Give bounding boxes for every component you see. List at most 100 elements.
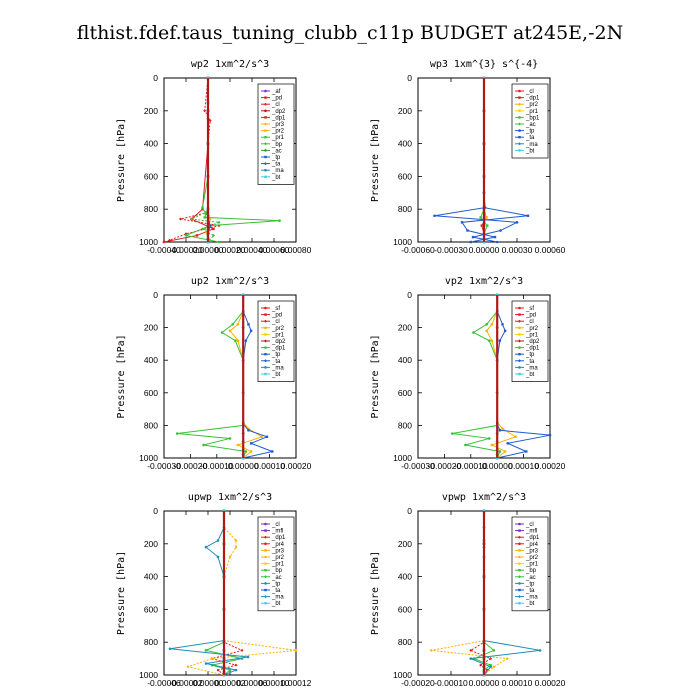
- x-tick-label: 0.00006: [237, 678, 268, 688]
- series-point-tp: [495, 240, 499, 244]
- legend-marker: [264, 155, 267, 159]
- series-point-tp: [469, 657, 473, 660]
- legend-label: _pr3: [525, 548, 539, 554]
- legend-marker: [264, 582, 267, 585]
- series-point-bp1: [479, 216, 482, 219]
- series-point-tp: [503, 329, 507, 333]
- legend-marker: [518, 353, 521, 356]
- series-point-bp: [204, 649, 208, 652]
- panel-5: upwp 1xm^2/s^3 Pressure [hPa] 0 200 400 600 80…: [116, 492, 312, 688]
- legend-marker: [518, 562, 521, 565]
- legend-marker: [264, 136, 267, 139]
- x-tick-label: 0.00020: [535, 461, 566, 471]
- series-line-tp: [169, 511, 249, 676]
- y-tick-label: 1000: [393, 237, 412, 247]
- legend-marker: [518, 319, 521, 323]
- legend-marker: [264, 102, 267, 106]
- legend-marker: [264, 122, 267, 126]
- series-point-bp: [212, 233, 215, 237]
- series-point-pd: [212, 227, 215, 231]
- legend-label: _pr2: [271, 129, 285, 135]
- series-point-pr2: [260, 435, 263, 439]
- x-tick-label: 0.00040: [237, 245, 268, 255]
- panel-title: up2 1xm^2/s^3: [191, 276, 269, 287]
- legend-marker: [264, 306, 267, 310]
- legend-marker: [264, 601, 267, 605]
- series-point-dp1: [464, 443, 467, 447]
- y-tick-label: 200: [144, 539, 158, 549]
- legend-label: _dp1: [271, 535, 286, 541]
- series-point-tp: [471, 235, 475, 239]
- x-tick-label: -0.00020: [174, 461, 208, 471]
- series-point-pr2: [490, 443, 494, 447]
- y-tick-label: 200: [144, 106, 158, 116]
- y-tick-label: 800: [398, 420, 412, 430]
- y-tick-label: 400: [144, 139, 158, 149]
- series-point-bp: [240, 657, 244, 660]
- legend-marker: [518, 535, 521, 539]
- legend-label: _ta: [525, 135, 535, 141]
- series-point-dp1: [175, 432, 179, 435]
- plot-frame: [163, 294, 297, 459]
- x-tick-label: -0.00060: [401, 245, 435, 255]
- series-point-pr2: [236, 323, 240, 326]
- panel-title: vp2 1xm^2/s^3: [445, 276, 523, 287]
- series-point-dp1: [479, 663, 483, 667]
- series-point-bp: [217, 220, 221, 224]
- legend-marker: [264, 162, 267, 166]
- legend-marker: [518, 582, 521, 585]
- series-point-tp: [271, 450, 274, 453]
- legend-label: _ta: [271, 588, 281, 594]
- legend-label: _ma: [525, 595, 538, 601]
- legend-label: _pr4: [525, 542, 539, 548]
- legend-marker: [264, 326, 267, 330]
- legend-label: _ta: [525, 359, 535, 365]
- x-tick-label: 0.00020: [281, 461, 312, 471]
- legend-marker: [518, 306, 521, 310]
- x-tick-label: -0.00030: [147, 461, 181, 471]
- legend-marker: [518, 102, 521, 106]
- y-tick-label: 800: [144, 637, 158, 647]
- legend-marker: [518, 359, 521, 363]
- y-tick-label: 600: [144, 171, 158, 181]
- series-point-pr2: [210, 657, 214, 661]
- y-axis-label: Pressure [hPa]: [370, 551, 381, 635]
- legend-marker: [264, 595, 267, 599]
- legend-label: _ta: [271, 359, 281, 365]
- legend-box: [257, 83, 295, 185]
- y-tick-label: 800: [398, 204, 412, 214]
- legend-marker: [264, 142, 267, 146]
- legend-label: _pr2: [525, 102, 539, 108]
- legend-marker: [518, 549, 521, 552]
- x-tick-label: -0.00002: [169, 678, 203, 688]
- series-point-pr2: [294, 648, 298, 652]
- series-point-bp: [190, 217, 193, 221]
- series-point-pr1: [278, 219, 281, 222]
- legend-label: _bp: [271, 568, 283, 574]
- legend-marker: [264, 129, 267, 132]
- series-point-bp: [228, 668, 232, 672]
- series-point-pr2: [490, 323, 494, 326]
- y-tick-label: 600: [144, 604, 158, 614]
- series-point-pr2: [228, 329, 232, 333]
- legend-marker: [264, 575, 267, 579]
- series-point-bp1: [486, 224, 489, 227]
- series-point-tp: [501, 323, 504, 326]
- legend-marker: [264, 96, 267, 99]
- legend-marker: [518, 569, 521, 572]
- legend-marker: [518, 555, 521, 559]
- series-point-dp1: [228, 437, 232, 440]
- legend-marker: [518, 595, 521, 599]
- legend-label: _dp2: [525, 339, 540, 345]
- series-point-pr1: [184, 234, 188, 237]
- legend-label: _dp1: [525, 535, 540, 541]
- legend-label: _pr3: [271, 548, 285, 554]
- legend-marker: [264, 116, 267, 119]
- series-point-tp: [265, 435, 269, 439]
- panel-6: vpwp 1xm^2/s^3 Pressure [hPa] 0 200 400 600 80…: [370, 492, 566, 688]
- legend-label: _tp: [525, 352, 535, 358]
- series-point-pr2: [485, 329, 488, 333]
- series-point-cl: [203, 109, 207, 113]
- series-point-pr2: [228, 555, 232, 559]
- series-point-dp1: [487, 339, 491, 342]
